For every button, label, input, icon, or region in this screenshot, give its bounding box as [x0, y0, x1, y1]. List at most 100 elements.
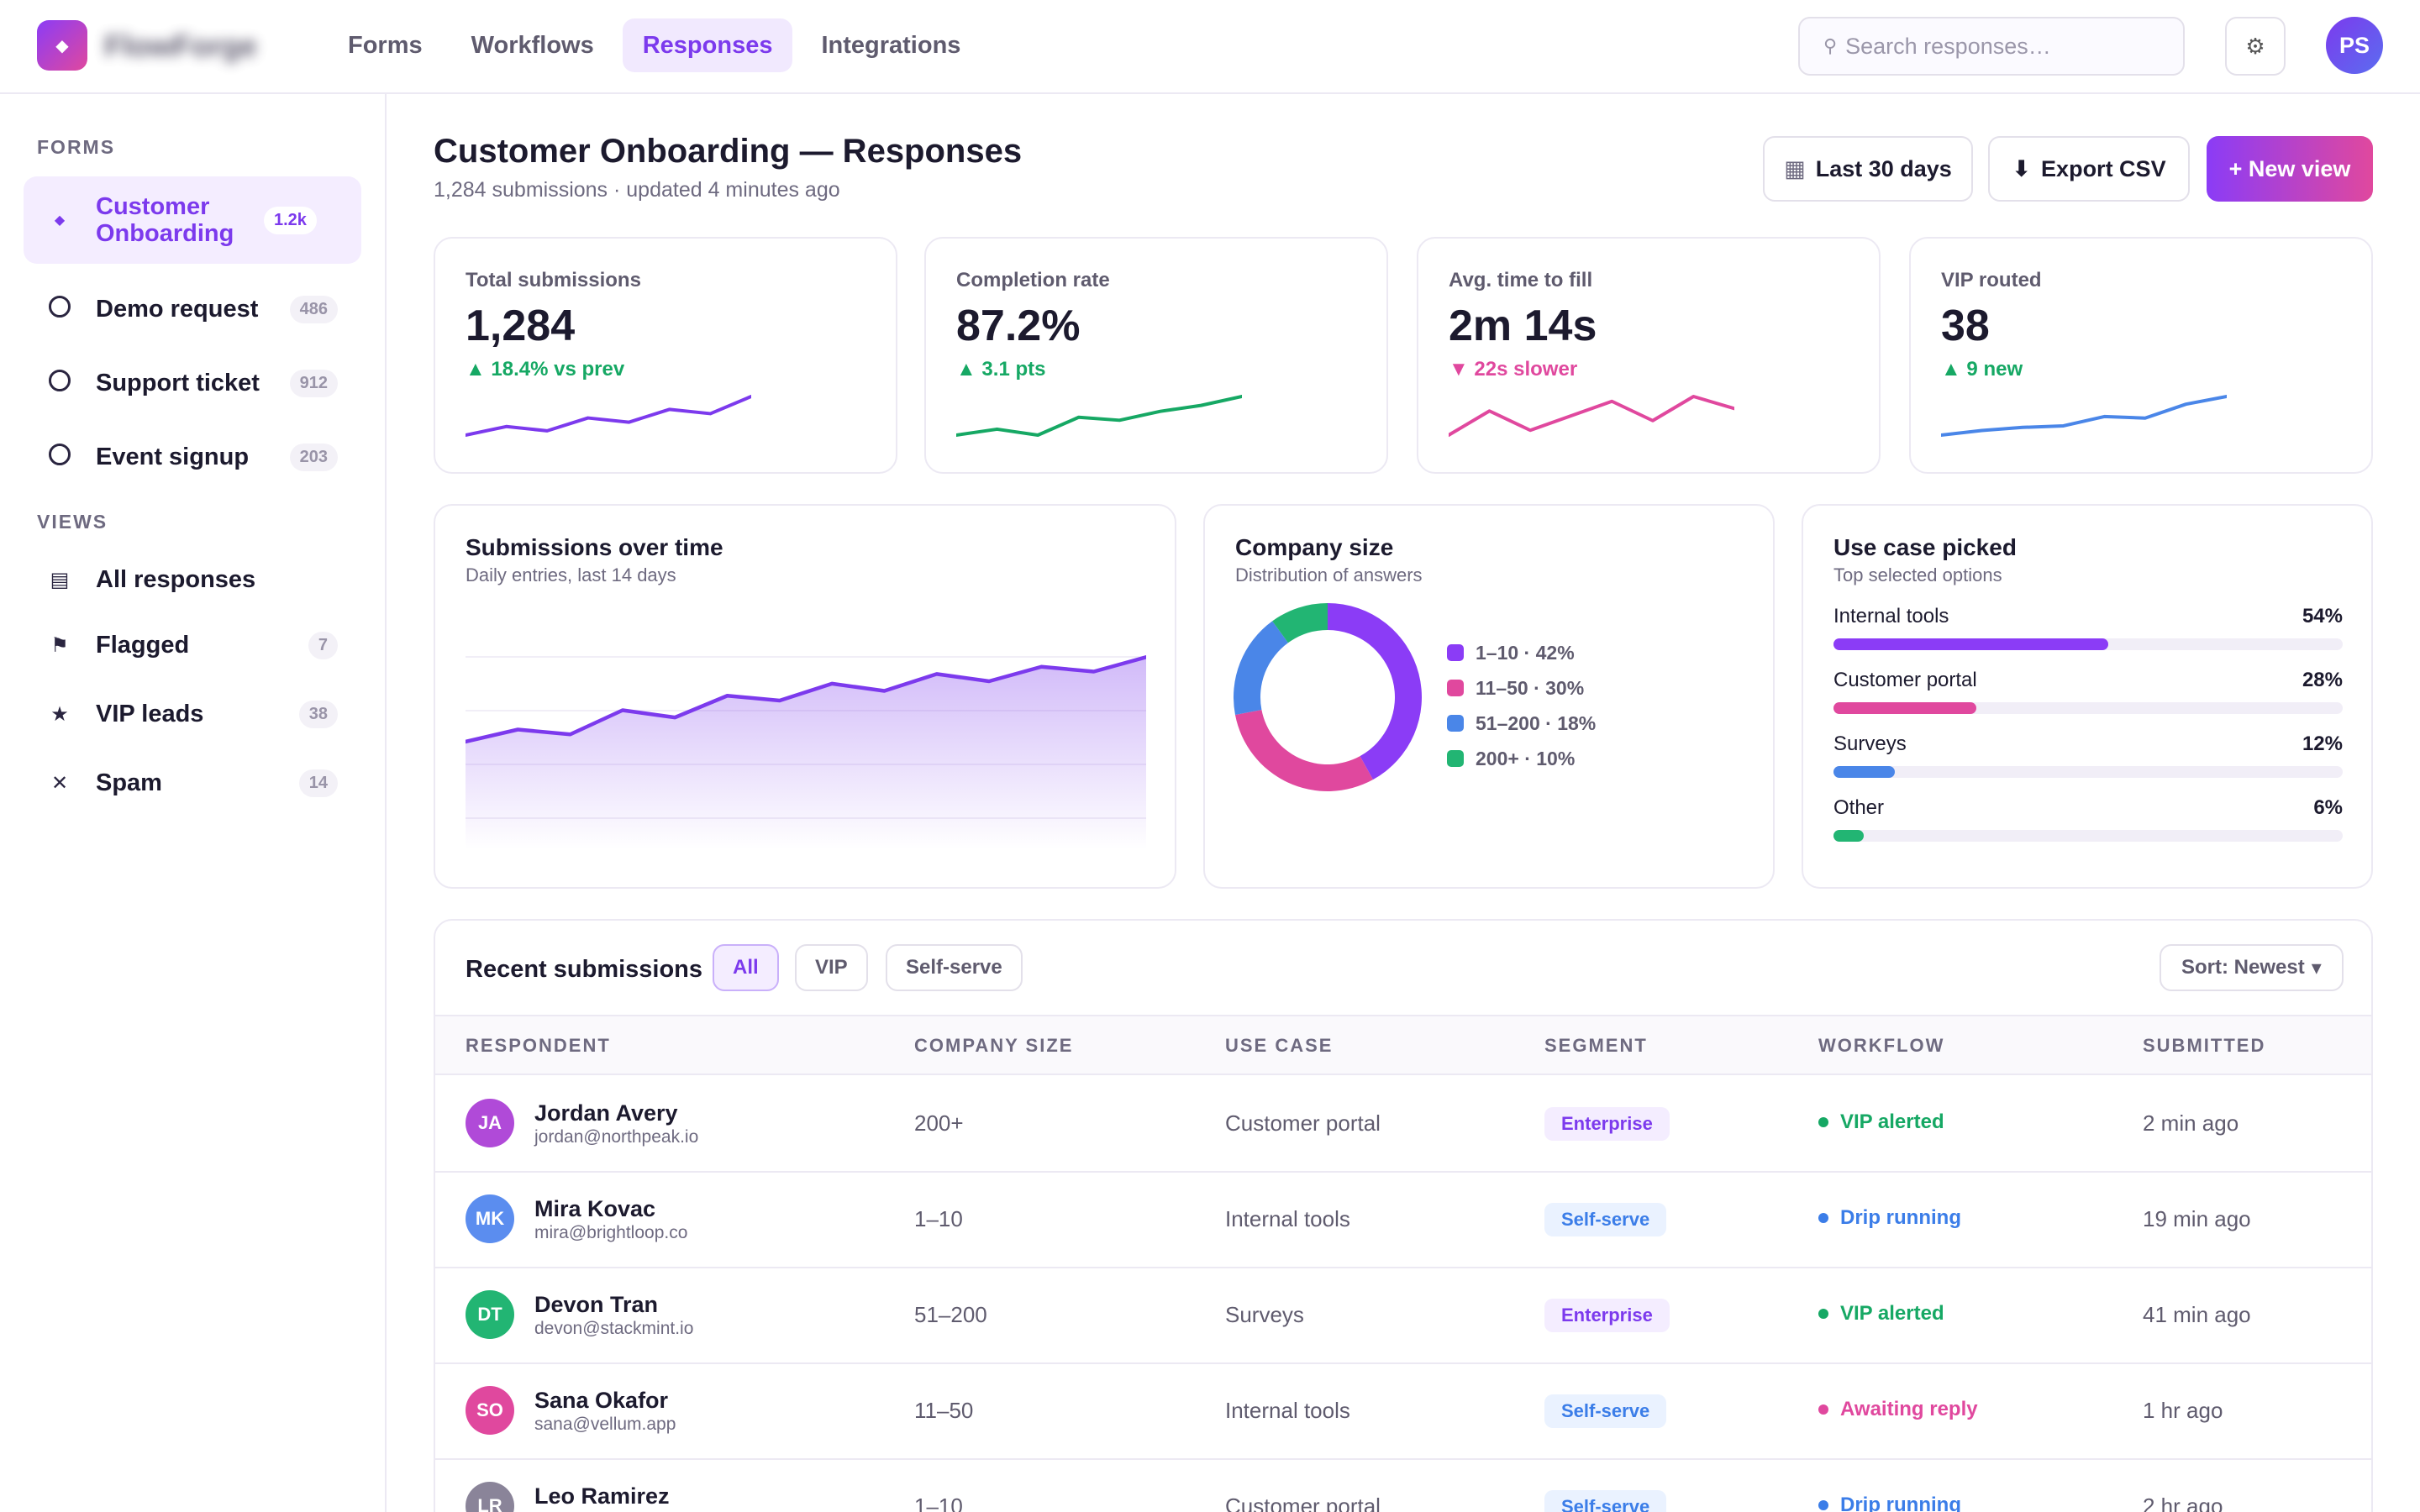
workflow-status: VIP alerted — [1818, 1302, 1944, 1326]
use-case-pct: 28% — [2302, 669, 2343, 691]
kpi-sparkline — [1941, 395, 2227, 437]
sidebar: FORMS ◆ Customer Onboarding 1.2k Demo re… — [0, 94, 387, 1512]
table-row[interactable]: SO Sana Okafor sana@vellum.app 11–50 Interna… — [435, 1364, 2371, 1460]
date-range-label: Last 30 days — [1815, 155, 1952, 181]
workflow-status: Drip running — [1818, 1206, 1961, 1230]
sidebar-item-label: Customer Onboarding — [96, 193, 234, 247]
use-case-card: Use case picked Top selected options Int… — [1802, 504, 2373, 889]
respondent-name[interactable]: Jordan Avery — [534, 1100, 678, 1126]
respondent-name[interactable]: Leo Ramirez — [534, 1483, 670, 1509]
respondent-name[interactable]: Devon Tran — [534, 1292, 659, 1317]
use-case-track — [1833, 638, 2343, 650]
filter-all[interactable]: All — [713, 944, 779, 991]
gear-icon: ⚙ — [2245, 33, 2265, 59]
sidebar-item-vip-leads[interactable]: ★ VIP leads 38 — [24, 682, 361, 746]
diamond-icon: ◆ — [54, 213, 66, 228]
app-logo-icon[interactable]: ◆ — [37, 20, 87, 71]
sparkline-series — [956, 395, 1242, 437]
download-icon: ⬇ — [2012, 155, 2032, 181]
sidebar-item-label: All responses — [96, 566, 256, 593]
sidebar-item-support-ticket[interactable]: Support ticket 912 — [24, 351, 361, 415]
sidebar-item-label: Event signup — [96, 444, 250, 470]
sidebar-item-count: 7 — [308, 631, 338, 659]
respondent-email: mira@brightloop.co — [534, 1223, 688, 1242]
filter-self-serve[interactable]: Self-serve — [886, 944, 1023, 991]
column-header[interactable]: USE CASE — [1225, 1035, 1334, 1056]
legend-item: 200+ · 10% — [1447, 741, 1596, 776]
respondent-avatar: DT — [466, 1290, 514, 1339]
company-size-donut — [1234, 603, 1422, 791]
sidebar-item-label: Flagged — [96, 632, 190, 659]
new-view-button[interactable]: + New view — [2207, 136, 2373, 202]
sidebar-item-demo-request[interactable]: Demo request 486 — [24, 277, 361, 341]
kpi-sparkline — [956, 395, 1242, 437]
sidebar-item-flagged[interactable]: ⚑ Flagged 7 — [24, 613, 361, 677]
legend-item: 1–10 · 42% — [1447, 635, 1596, 670]
column-header[interactable]: COMPANY SIZE — [914, 1035, 1074, 1056]
respondent-name[interactable]: Sana Okafor — [534, 1388, 669, 1413]
kpi-delta: ▲ 18.4% vs prev — [466, 358, 625, 381]
kpi-value: 1,284 — [466, 302, 576, 350]
segment-badge: Enterprise — [1544, 1107, 1670, 1141]
kpi-value: 87.2% — [956, 302, 1081, 350]
status-dot-icon — [1818, 1500, 1828, 1510]
kpi-sparkline — [1449, 395, 1734, 437]
table-row[interactable]: DT Devon Tran devon@stackmint.io 51–200 Surv… — [435, 1268, 2371, 1364]
use-case-track — [1833, 766, 2343, 778]
kpi-value: 38 — [1941, 302, 1990, 350]
nav-forms[interactable]: Forms — [348, 31, 423, 59]
sidebar-item-all-responses[interactable]: ▤ All responses — [24, 548, 361, 612]
respondent-avatar: LR — [466, 1482, 514, 1512]
sidebar-item-label: VIP leads — [96, 701, 204, 727]
workflow-status: Awaiting reply — [1818, 1398, 1978, 1421]
star-icon: ★ — [50, 702, 69, 726]
nav-workflows[interactable]: Workflows — [471, 31, 594, 59]
close-icon: ✕ — [50, 771, 69, 795]
use-case-bar — [1833, 766, 1895, 778]
sparkline-series — [1941, 395, 2227, 437]
chart-subtitle: Top selected options — [1833, 564, 2002, 585]
kpi-delta: ▲ 9 new — [1941, 358, 2023, 381]
sidebar-item-spam[interactable]: ✕ Spam 14 — [24, 751, 361, 815]
use-case-label: Surveys — [1833, 732, 1907, 755]
date-range-button[interactable]: ▦ Last 30 days — [1763, 136, 1973, 202]
column-header[interactable]: RESPONDENT — [466, 1035, 611, 1056]
use-case-bar — [1833, 702, 1976, 714]
sidebar-item-customer-onboarding[interactable]: ◆ Customer Onboarding 1.2k — [24, 176, 361, 264]
new-view-label: + New view — [2228, 155, 2351, 181]
legend-label: 200+ · 10% — [1476, 747, 1576, 769]
use-case-row: Other 6% — [1833, 796, 2343, 842]
settings-button[interactable]: ⚙ — [2225, 17, 2286, 76]
company-size-card: Company size Distribution of answers 1–1… — [1203, 504, 1775, 889]
submitted-cell: 2 hr ago — [2143, 1494, 2223, 1512]
sort-dropdown[interactable]: Sort: Newest ▾ — [2160, 944, 2344, 991]
export-csv-button[interactable]: ⬇ Export CSV — [1988, 136, 2190, 202]
workflow-label: VIP alerted — [1840, 1302, 1944, 1325]
workflow-label: Awaiting reply — [1840, 1398, 1978, 1420]
company-size-cell: 11–50 — [914, 1398, 974, 1423]
table-row[interactable]: LR Leo Ramirezleo@quillbank.com 1–10 Custom… — [435, 1460, 2371, 1512]
filter-vip[interactable]: VIP — [795, 944, 868, 991]
workflow-label: Drip running — [1840, 1494, 1961, 1512]
column-header[interactable]: SEGMENT — [1544, 1035, 1648, 1056]
sidebar-item-event-signup[interactable]: Event signup 203 — [24, 425, 361, 489]
nav-responses[interactable]: Responses — [622, 18, 793, 72]
sidebar-item-count: 912 — [289, 369, 338, 397]
table-row[interactable]: MK Mira Kovac mira@brightloop.co 1–10 Intern… — [435, 1173, 2371, 1268]
use-case-pct: 12% — [2302, 732, 2343, 755]
column-header[interactable]: SUBMITTED — [2143, 1035, 2266, 1056]
column-header[interactable]: WORKFLOW — [1818, 1035, 1945, 1056]
user-avatar[interactable]: PS — [2326, 17, 2383, 74]
respondent-name[interactable]: Mira Kovac — [534, 1196, 656, 1221]
sidebar-item-count: 486 — [289, 295, 338, 323]
main-nav: Forms Workflows Responses Integrations — [328, 18, 981, 72]
brand-name: FlowForge — [104, 29, 257, 63]
respondent-email: sana@vellum.app — [534, 1415, 676, 1434]
table-row[interactable]: JA Jordan Avery jordan@northpeak.io 200+ Cus… — [435, 1077, 2371, 1173]
donut-slice — [1272, 603, 1328, 643]
nav-integrations[interactable]: Integrations — [821, 31, 961, 59]
sidebar-views-heading: VIEWS — [37, 511, 108, 533]
workflow-label: VIP alerted — [1840, 1110, 1944, 1133]
search-input[interactable] — [1845, 33, 2149, 60]
use-case-cell: Surveys — [1225, 1302, 1304, 1327]
